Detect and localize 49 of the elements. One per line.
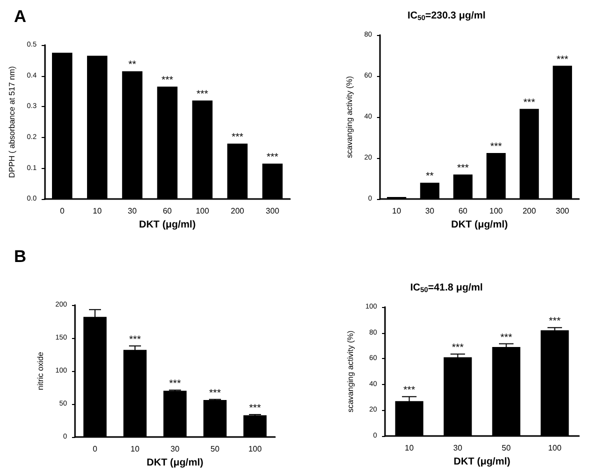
x-tick-label: 100 (196, 206, 210, 216)
annotation: ** (128, 60, 136, 71)
annotation: *** (266, 152, 278, 164)
x-tick-label: 0 (92, 444, 98, 454)
x-tick-label: 60 (458, 206, 468, 216)
annotation: *** (403, 385, 416, 396)
x-tick-label: 300 (556, 206, 570, 216)
y-axis-title: DPPH ( absorbance at 517 nm) (8, 66, 16, 178)
x-tick-label: 10 (404, 444, 414, 452)
annotation: *** (500, 332, 512, 344)
annotation: *** (452, 342, 464, 354)
text: A (14, 7, 26, 26)
annotation: *** (232, 132, 244, 144)
annotation: *** (209, 388, 221, 399)
x-tick-label: 100 (548, 444, 562, 452)
x-tick-label: 10 (92, 206, 102, 216)
x-tick-label: 200 (230, 206, 245, 216)
annotation: *** (523, 97, 536, 108)
x-tick-label: 100 (248, 444, 262, 454)
x-tick-label: 30 (128, 206, 138, 216)
x-tick-label: 30 (453, 444, 463, 452)
text: B (14, 247, 26, 266)
x-tick-label: 30 (425, 206, 435, 216)
annotation: *** (548, 316, 561, 328)
x-tick-label: 10 (130, 444, 140, 454)
x-tick-label: 10 (392, 206, 402, 216)
x-tick-label: 50 (210, 444, 220, 454)
y-axis-title: scavanging activity (%) (344, 76, 354, 158)
x-axis-title: DKT (μg/ml) (451, 220, 508, 230)
x-tick-label: 60 (162, 206, 172, 216)
x-tick-label: 30 (170, 444, 180, 454)
annotation: *** (196, 88, 208, 100)
annotation: *** (457, 162, 469, 174)
annotation: ** (426, 171, 434, 182)
y-axis-title: nitric oxide (36, 351, 45, 390)
annotation: *** (249, 403, 261, 414)
annotation: *** (161, 75, 174, 86)
y-axis-title: scavanging activity (%) (346, 330, 355, 412)
x-tick-label: 300 (266, 206, 280, 216)
x-axis-title: DKT (μg/ml) (146, 457, 204, 468)
annotation: *** (169, 378, 181, 390)
annotation: *** (490, 141, 502, 152)
x-tick-label: 100 (489, 206, 504, 216)
annotation: *** (556, 54, 568, 66)
annotation: *** (129, 334, 141, 346)
x-axis-title: DKT (μg/ml) (454, 456, 510, 468)
x-axis-title: DKT (μg/ml) (138, 220, 196, 230)
x-tick-label: 50 (502, 444, 512, 452)
x-tick-label: 200 (522, 206, 536, 216)
